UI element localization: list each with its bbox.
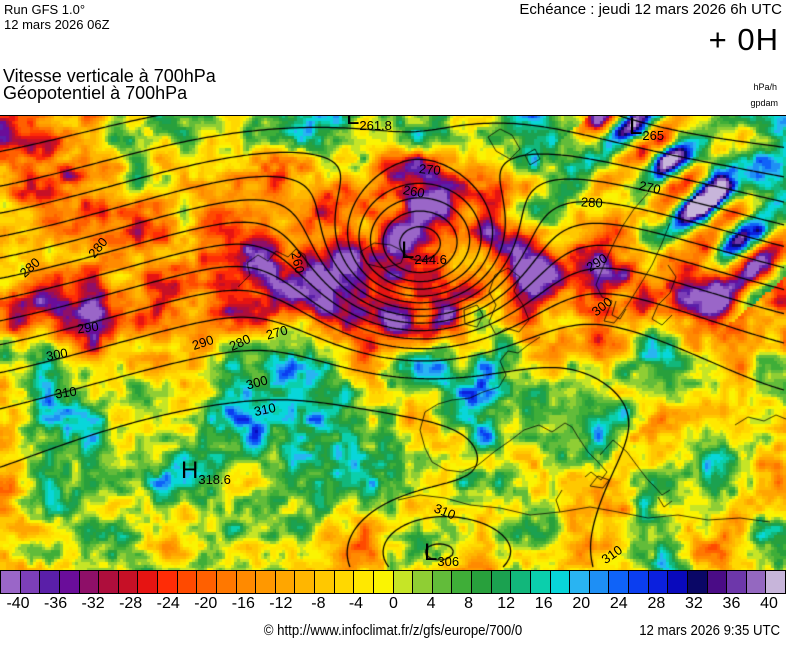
colorbar-cell — [157, 570, 178, 594]
colorbar-cell — [529, 570, 551, 594]
colorbar-cell — [314, 570, 335, 594]
colorbar-cell — [569, 570, 590, 594]
colorbar-tick-label: -16 — [231, 595, 255, 612]
map-top-border — [0, 115, 786, 116]
weather-map-canvas — [0, 115, 786, 570]
colorbar-cell — [196, 570, 217, 594]
colorbar-tick-label: 28 — [647, 595, 666, 612]
colorbar-tick-label: 0 — [389, 595, 398, 612]
model-run-date: 12 mars 2026 06Z — [4, 17, 110, 32]
colorbar-cell — [353, 570, 374, 594]
colorbar-cell — [765, 570, 786, 594]
valid-time-label: Echéance : jeudi 12 mars 2026 6h UTC — [519, 1, 782, 18]
colorbar-cell — [39, 570, 60, 594]
pressure-center-letter: H — [181, 457, 199, 484]
contour-label: 280 — [580, 194, 604, 211]
colorbar-cell — [451, 570, 472, 594]
colorbar-cell — [176, 570, 198, 594]
colorbar-tick-label: -24 — [156, 595, 180, 612]
colorbar-cell — [372, 570, 394, 594]
colorbar-tick-label: 36 — [722, 595, 741, 612]
colorbar-tick-label: -12 — [269, 595, 293, 612]
colorbar-cell — [78, 570, 100, 594]
model-run-label: Run GFS 1.0° — [4, 2, 86, 17]
generation-timestamp: 12 mars 2026 9:35 UTC — [639, 622, 780, 639]
pressure-center-h: H318.6 — [181, 459, 231, 488]
colorbar-tick-label: -36 — [43, 595, 68, 612]
colorbar-cell — [745, 570, 767, 594]
shading-unit-label: hPa/h — [753, 82, 777, 92]
colorbar-cell — [255, 570, 276, 594]
pressure-center-letter: L — [424, 539, 438, 566]
contour-unit-label: gpdam — [750, 98, 778, 108]
colorbar-tick-label: -28 — [119, 595, 143, 612]
colorbar-tick-label: 24 — [609, 595, 628, 612]
contour-label: 270 — [418, 161, 442, 178]
colorbar-tick-label: -40 — [6, 595, 30, 612]
colorbar-cell — [431, 570, 453, 594]
colorbar — [0, 570, 786, 594]
colorbar-tick-label: 20 — [572, 595, 591, 612]
contour-label: 310 — [54, 383, 78, 402]
colorbar-tick-label: 40 — [760, 595, 778, 612]
footer: © http://www.infoclimat.fr/z/gfs/europe/… — [0, 618, 786, 648]
copyright-url: © http://www.infoclimat.fr/z/gfs/europe/… — [263, 622, 523, 639]
parameter-title-1: Vitesse verticale à 700hPa — [3, 66, 216, 86]
colorbar-tick-label: 12 — [497, 595, 516, 612]
colorbar-cell — [0, 570, 21, 594]
header: Run GFS 1.0° 12 mars 2026 06Z Echéance :… — [0, 0, 786, 115]
forecast-step-label: + 0H — [708, 22, 779, 57]
parameter-title-2: Géopotentiel à 700hPa — [3, 83, 188, 103]
pressure-center-l: L265 — [629, 115, 665, 143]
colorbar-cell — [706, 570, 728, 594]
colorbar-tick-label: 8 — [464, 595, 474, 612]
colorbar-cell — [98, 570, 119, 594]
pressure-center-l: L261.8 — [346, 115, 392, 133]
colorbar-cell — [490, 570, 512, 594]
colorbar-cell — [608, 570, 629, 594]
colorbar-tick-label: -4 — [348, 595, 364, 612]
colorbar-tick-label: 16 — [534, 595, 553, 612]
contour-label: 290 — [76, 318, 100, 337]
colorbar-cell — [549, 570, 571, 594]
colorbar-cell — [628, 570, 649, 594]
colorbar-cell — [471, 570, 492, 594]
colorbar-cell — [588, 570, 610, 594]
colorbar-cell — [726, 570, 747, 594]
colorbar-cell — [686, 570, 708, 594]
colorbar-cell — [294, 570, 315, 594]
pressure-center-letter: L — [346, 115, 360, 130]
pressure-center-value: 318.6 — [198, 472, 231, 487]
colorbar-cell — [58, 570, 80, 594]
colorbar-cell — [19, 570, 41, 594]
pressure-center-letter: L — [629, 115, 643, 140]
colorbar-cell — [235, 570, 257, 594]
colorbar-cell — [117, 570, 139, 594]
pressure-center-l: L306 — [424, 541, 460, 570]
colorbar-tick-label: -20 — [194, 595, 218, 612]
colorbar-tick-label: 32 — [684, 595, 703, 612]
colorbar-cell — [215, 570, 237, 594]
colorbar-tick-label: -8 — [311, 595, 326, 612]
colorbar-cell — [667, 570, 688, 594]
colorbar-cell — [392, 570, 414, 594]
colorbar-tick-label: 4 — [426, 595, 436, 612]
colorbar-cell — [647, 570, 669, 594]
weather-map: 280 280 290 300 310 290 280 270 300 310 260 270 260 3… — [0, 115, 786, 570]
pressure-center-value: 244.6 — [414, 252, 447, 267]
pressure-center-value: 261.8 — [359, 118, 392, 133]
pressure-center-value: 306 — [437, 554, 460, 569]
pressure-center-l: L244.6 — [401, 239, 447, 268]
colorbar-cell — [510, 570, 531, 594]
colorbar-tick-labels: -40 -36 -32 -28 -24 -20 -16 -12 -8 -4 0 4 8 12 16 20 24 2… — [0, 594, 786, 618]
colorbar-cell — [333, 570, 355, 594]
pressure-center-value: 265 — [642, 128, 665, 143]
pressure-center-letter: L — [401, 237, 415, 264]
colorbar-tick-label: -32 — [81, 595, 105, 612]
colorbar-cell — [137, 570, 158, 594]
colorbar-cell — [274, 570, 296, 594]
colorbar-cell — [412, 570, 433, 594]
